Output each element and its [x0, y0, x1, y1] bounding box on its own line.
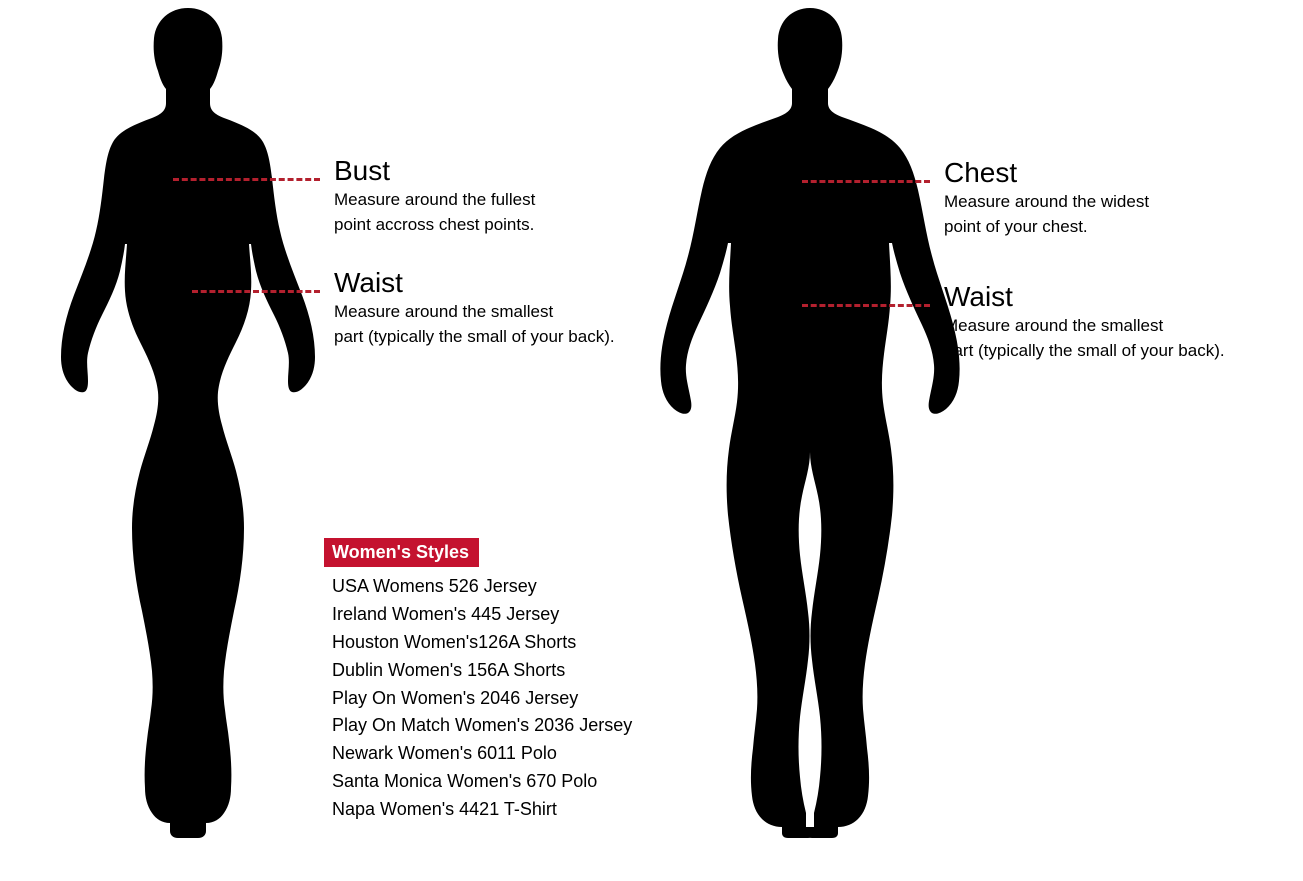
female-waist-desc2: part (typically the small of your back).	[334, 326, 615, 349]
list-item: Play On Match Women's 2036 Jersey	[324, 712, 632, 740]
male-waist-callout: Waist Measure around the smallest part (…	[944, 282, 1225, 363]
male-waist-desc2: part (typically the small of your back).	[944, 340, 1225, 363]
female-waist-line	[192, 290, 320, 293]
male-silhouette	[660, 8, 960, 838]
male-waist-desc1: Measure around the smallest	[944, 315, 1225, 338]
list-item: Dublin Women's 156A Shorts	[324, 657, 632, 685]
female-bust-title: Bust	[334, 156, 535, 187]
female-waist-desc1: Measure around the smallest	[334, 301, 615, 324]
womens-styles-list: USA Womens 526 Jersey Ireland Women's 44…	[324, 573, 632, 824]
male-waist-line	[802, 304, 930, 307]
list-item: USA Womens 526 Jersey	[324, 573, 632, 601]
female-bust-desc1: Measure around the fullest	[334, 189, 535, 212]
male-waist-title: Waist	[944, 282, 1225, 313]
male-chest-line	[802, 180, 930, 183]
list-item: Ireland Women's 445 Jersey	[324, 601, 632, 629]
list-item: Play On Women's 2046 Jersey	[324, 685, 632, 713]
list-item: Santa Monica Women's 670 Polo	[324, 768, 632, 796]
female-silhouette	[58, 8, 318, 838]
male-chest-desc1: Measure around the widest	[944, 191, 1149, 214]
female-bust-desc2: point accross chest points.	[334, 214, 535, 237]
list-item: Houston Women's126A Shorts	[324, 629, 632, 657]
womens-styles-header: Women's Styles	[324, 538, 479, 567]
female-waist-title: Waist	[334, 268, 615, 299]
female-waist-callout: Waist Measure around the smallest part (…	[334, 268, 615, 349]
list-item: Newark Women's 6011 Polo	[324, 740, 632, 768]
male-chest-callout: Chest Measure around the widest point of…	[944, 158, 1149, 239]
womens-styles-box: Women's Styles USA Womens 526 Jersey Ire…	[324, 538, 632, 824]
female-bust-callout: Bust Measure around the fullest point ac…	[334, 156, 535, 237]
male-chest-title: Chest	[944, 158, 1149, 189]
female-bust-line	[173, 178, 320, 181]
list-item: Napa Women's 4421 T-Shirt	[324, 796, 632, 824]
male-chest-desc2: point of your chest.	[944, 216, 1149, 239]
